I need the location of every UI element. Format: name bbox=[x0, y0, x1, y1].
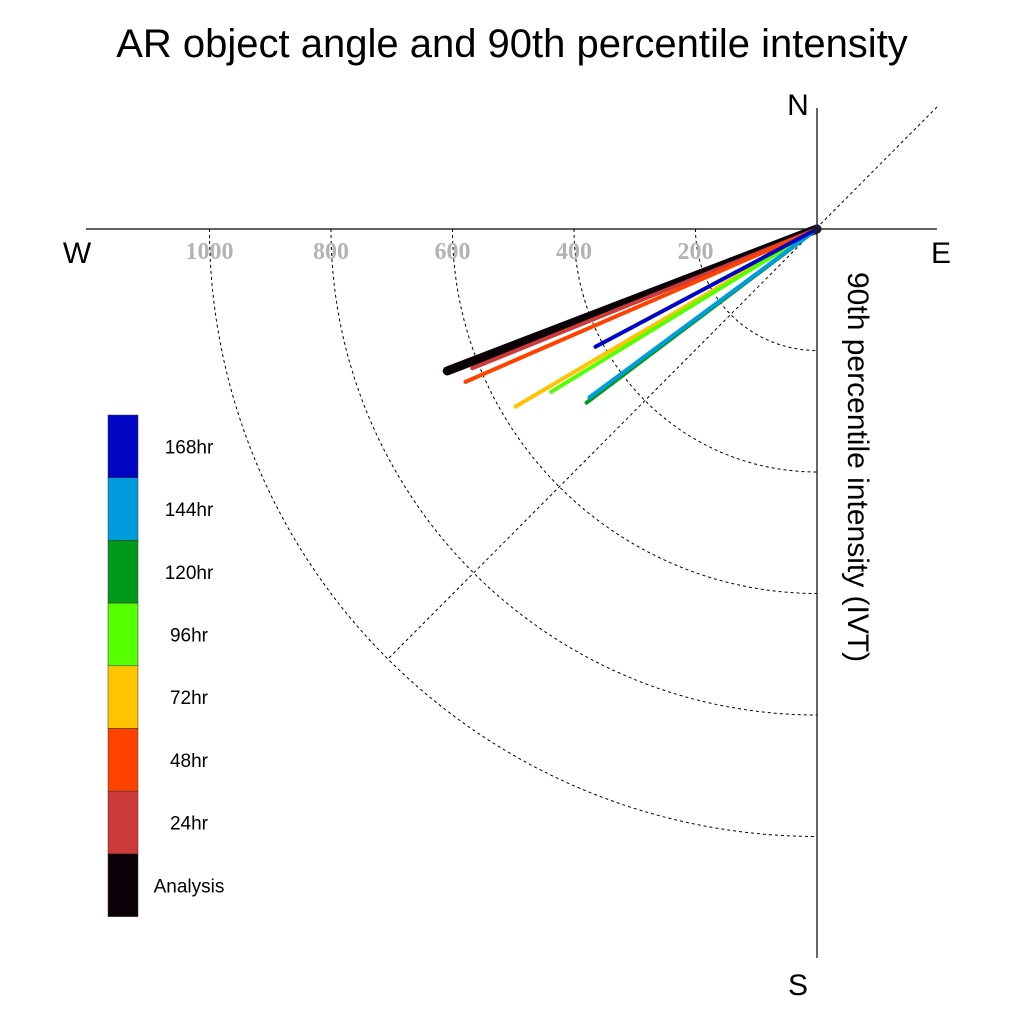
compass-north: N bbox=[787, 89, 809, 122]
grid-arc-800 bbox=[330, 228, 818, 716]
series-lines bbox=[442, 224, 822, 409]
legend-swatch-168hr bbox=[107, 414, 139, 478]
grid-arc-200 bbox=[695, 228, 818, 351]
compass-west: W bbox=[63, 237, 92, 270]
tick-label-200: 200 bbox=[678, 239, 714, 265]
grid-arc-1000 bbox=[209, 228, 818, 837]
compass-south: S bbox=[788, 969, 808, 1002]
legend-label-168hr: 168hr bbox=[165, 437, 214, 458]
tick-label-800: 800 bbox=[313, 239, 349, 265]
series-line-96hr bbox=[549, 227, 819, 394]
tick-label-1000: 1000 bbox=[186, 239, 234, 265]
grid-arc-600 bbox=[452, 228, 818, 594]
grid-arc-400 bbox=[573, 228, 818, 473]
legend-swatch-analysis bbox=[107, 853, 139, 917]
compass-east: E bbox=[931, 237, 951, 270]
series-line-48hr bbox=[463, 227, 819, 384]
legend-label-analysis: Analysis bbox=[154, 876, 225, 897]
legend-swatch-24hr bbox=[107, 790, 139, 855]
legend-label-96hr: 96hr bbox=[170, 625, 209, 646]
legend-label-24hr: 24hr bbox=[170, 814, 209, 835]
diagonal-reference bbox=[386, 106, 938, 661]
tick-label-400: 400 bbox=[556, 239, 592, 265]
radial-axis-label: 90th percentile intensity (IVT) bbox=[841, 272, 874, 662]
legend-swatch-48hr bbox=[107, 728, 139, 792]
legend-swatch-120hr bbox=[107, 540, 139, 604]
series-line-144hr bbox=[587, 227, 819, 400]
legend-label-144hr: 144hr bbox=[165, 500, 214, 521]
legend-label-120hr: 120hr bbox=[165, 563, 214, 584]
legend-swatch-144hr bbox=[107, 477, 139, 541]
axes bbox=[86, 106, 938, 958]
legend-swatch-96hr bbox=[107, 602, 139, 667]
chart-title: AR object angle and 90th percentile inte… bbox=[116, 22, 908, 66]
legend-label-48hr: 48hr bbox=[170, 751, 209, 772]
legend-label-72hr: 72hr bbox=[170, 688, 209, 709]
legend-swatch-72hr bbox=[107, 665, 139, 729]
tick-label-600: 600 bbox=[435, 239, 471, 265]
grid bbox=[209, 228, 818, 837]
origin-marker bbox=[812, 224, 822, 234]
legend: 168hr 144hr 120hr 96hr 72hr 48hr 24hr Analysis bbox=[107, 414, 225, 917]
radial-tick-labels: 200 400 600 800 1000 bbox=[186, 239, 714, 265]
series-line-168hr bbox=[593, 227, 819, 349]
